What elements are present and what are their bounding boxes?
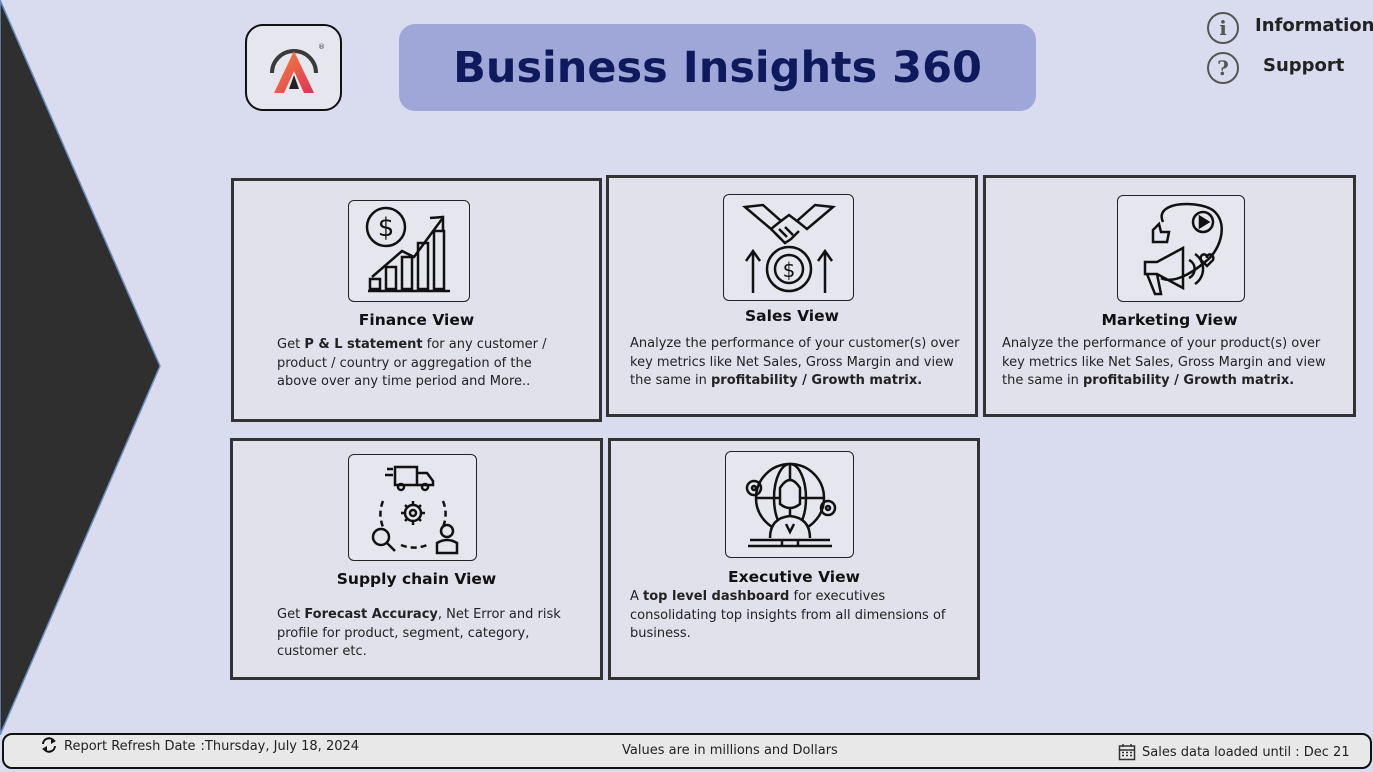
- units-note: Values are in millions and Dollars: [622, 743, 838, 758]
- sales-view-description: Analyze the performance of your customer…: [630, 336, 960, 388]
- supply-chain-view-title: Supply chain View: [336, 570, 497, 588]
- title-banner: Business Insights 360: [399, 24, 1036, 111]
- svg-text:$: $: [378, 213, 395, 243]
- svg-text:$: $: [782, 258, 795, 282]
- refresh-label: Report Refresh Date: [64, 739, 196, 754]
- supply-chain-view-card[interactable]: Supply chain View Get Forecast Accuracy,…: [230, 438, 603, 680]
- finance-growth-icon: $: [348, 200, 470, 302]
- supply-chain-view-description: Get Forecast Accuracy, Net Error and ris…: [277, 607, 561, 659]
- svg-text:®: ®: [318, 43, 325, 51]
- sales-loaded-text: Sales data loaded until : Dec 21: [1142, 744, 1350, 760]
- info-icon: i: [1207, 12, 1239, 44]
- executive-view-card[interactable]: Executive View A top level dashboard for…: [608, 438, 980, 680]
- executive-view-description: A top level dashboard for executives con…: [630, 589, 946, 641]
- status-footer: Report Refresh Date :Thursday, July 18, …: [2, 733, 1372, 769]
- marketing-view-title: Marketing View: [1101, 311, 1238, 329]
- company-logo: ®: [245, 24, 342, 111]
- support-link[interactable]: ? Support: [1207, 52, 1344, 84]
- information-label: Information: [1255, 14, 1373, 36]
- finance-view-description: Get P & L statement for any customer / p…: [277, 337, 547, 389]
- sales-view-card[interactable]: $ Sales View Analyze the performance of …: [606, 175, 978, 417]
- executive-view-title: Executive View: [728, 568, 860, 586]
- refresh-value: :Thursday, July 18, 2024: [200, 739, 360, 754]
- executive-globe-icon: [725, 451, 854, 558]
- sales-loaded: Sales data loaded until : Dec 21: [1118, 743, 1350, 761]
- sales-view-title: Sales View: [745, 307, 839, 325]
- finance-view-title: Finance View: [358, 311, 475, 329]
- logo-icon: ®: [269, 43, 325, 93]
- support-label: Support: [1263, 54, 1345, 76]
- page-title: Business Insights 360: [453, 42, 982, 93]
- refresh-icon[interactable]: [40, 736, 58, 754]
- information-link[interactable]: i Information: [1207, 12, 1373, 44]
- help-icon: ?: [1207, 52, 1239, 84]
- left-arrow-decoration: [0, 0, 161, 735]
- refresh-date: Report Refresh Date :Thursday, July 18, …: [40, 736, 360, 754]
- marketing-view-description: Analyze the performance of your product(…: [1002, 336, 1326, 388]
- finance-view-card[interactable]: $ Finance View Get P & L statement for a…: [231, 178, 602, 422]
- megaphone-social-icon: [1117, 195, 1245, 302]
- handshake-money-icon: $: [723, 194, 854, 301]
- marketing-view-card[interactable]: Marketing View Analyze the performance o…: [983, 175, 1356, 417]
- calendar-icon: [1118, 744, 1136, 761]
- supply-chain-icon: [348, 454, 477, 561]
